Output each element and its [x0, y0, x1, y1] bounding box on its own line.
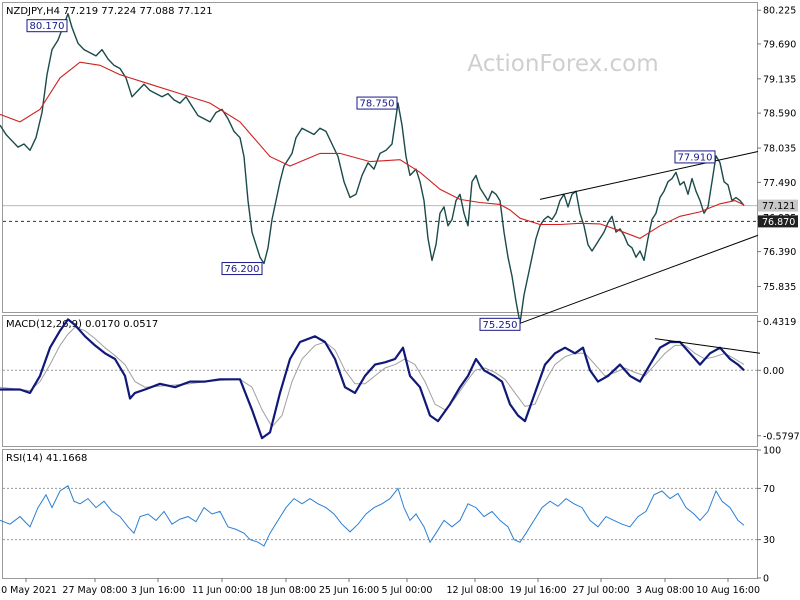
swing-label: 76.200 — [225, 264, 260, 275]
price-trendline-2 — [519, 234, 759, 324]
x-tick-label: 3 Aug 08:00 — [636, 585, 694, 596]
x-tick-label: 27 Jul 00:00 — [573, 585, 630, 596]
price-y-tick-label: 77.490 — [763, 178, 796, 189]
current-price-tag — [758, 199, 798, 212]
watermark: ActionForex.com — [467, 51, 658, 77]
swing-label: 75.250 — [483, 320, 518, 331]
x-tick-label: 11 Jun 00:00 — [192, 585, 252, 596]
price-y-tick-label: 79.690 — [763, 39, 796, 50]
moving-average-line — [0, 61, 745, 240]
macd-panel — [2, 315, 758, 447]
swing-label-box — [221, 262, 263, 276]
x-tick-label: 3 Jun 16:00 — [131, 585, 185, 596]
x-tick-label: 10 Aug 16:00 — [696, 585, 760, 596]
price-y-tick-label: 76.390 — [763, 247, 796, 258]
swing-label-box — [479, 317, 521, 331]
swing-label: 78.750 — [360, 99, 395, 110]
rsi-panel — [2, 449, 758, 579]
price-y-tick-label: 79.135 — [763, 74, 796, 85]
x-tick-label: 25 Jun 16:00 — [319, 585, 379, 596]
rsi-y-tick-label: 0 — [763, 574, 769, 585]
price-header: NZDJPY,H4 77.219 77.224 77.088 77.121 — [6, 6, 213, 17]
price-series — [0, 12, 745, 324]
x-tick-label: 27 May 08:00 — [62, 585, 127, 596]
swing-label: 77.910 — [678, 152, 713, 163]
x-tick-label: 19 Jul 16:00 — [510, 585, 567, 596]
price-panel — [2, 2, 758, 313]
x-tick-label: 18 Jun 08:00 — [256, 585, 316, 596]
macd-line — [0, 318, 745, 440]
rsi-header: RSI(14) 41.1668 — [6, 453, 87, 464]
swing-label-box — [26, 19, 68, 33]
x-tick-label: 20 May 2021 — [0, 585, 57, 596]
current-price-label: 77.121 — [762, 201, 795, 212]
rsi-line — [0, 485, 745, 547]
rsi-y-tick-label: 30 — [763, 535, 775, 546]
support-level-label: 76.870 — [762, 217, 795, 228]
support-level-tag — [758, 215, 798, 228]
macd-signal-line — [0, 326, 745, 428]
swing-label-box — [356, 96, 398, 110]
macd-y-tick-label: 0.4319 — [763, 317, 796, 328]
macd-y-tick-label: 0.00 — [763, 366, 784, 377]
swing-label-box — [674, 150, 716, 164]
price-trendline-1 — [539, 151, 759, 200]
macd-trendline-1 — [654, 338, 761, 354]
x-tick-label: 5 Jul 00:00 — [382, 585, 433, 596]
x-tick-label: 12 Jul 08:00 — [447, 585, 504, 596]
macd-header: MACD(12,26,9) 0.0170 0.0517 — [6, 319, 158, 330]
price-y-tick-label: 78.590 — [763, 109, 796, 120]
macd-y-tick-label: -0.5797 — [763, 431, 800, 442]
rsi-y-tick-label: 100 — [763, 446, 781, 457]
rsi-y-tick-label: 70 — [763, 484, 775, 495]
price-y-tick-label: 78.035 — [763, 144, 796, 155]
swing-label: 80.170 — [30, 21, 65, 32]
price-y-tick-label: 75.835 — [763, 282, 796, 293]
price-y-tick-label: 80.225 — [763, 6, 796, 17]
